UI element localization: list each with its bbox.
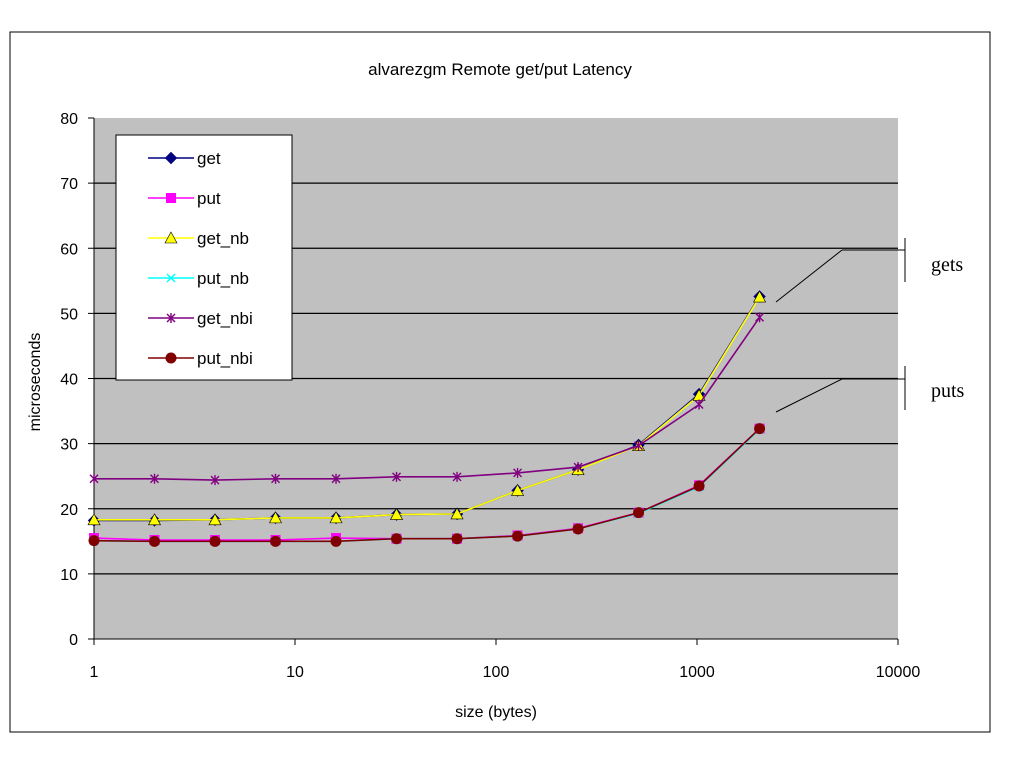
series-get_nbi bbox=[89, 312, 765, 486]
legend-marker-get_nb bbox=[164, 231, 178, 244]
gets-leader-line bbox=[775, 249, 843, 303]
point-get_nbi-2048 bbox=[755, 312, 765, 323]
legend-entry-put_nbi: put_nbi bbox=[148, 349, 253, 368]
annotation-puts: puts bbox=[775, 366, 965, 413]
point-get_nb-64 bbox=[450, 507, 464, 520]
point-get_nb-32 bbox=[390, 507, 404, 520]
x-tick-label-100: 100 bbox=[483, 664, 510, 681]
puts-label: puts bbox=[931, 380, 965, 402]
y-axis-label: microseconds bbox=[27, 333, 44, 432]
legend-box bbox=[115, 134, 293, 381]
legend-label-get: get bbox=[197, 149, 221, 168]
legend-label-put: put bbox=[197, 189, 221, 208]
point-put_nbi-1 bbox=[88, 535, 100, 547]
x-axis-label: size (bytes) bbox=[455, 704, 537, 721]
legend-marker-put_nbi bbox=[165, 352, 177, 364]
legend-label-put_nb: put_nb bbox=[197, 269, 249, 288]
x-tick-label-10000: 10000 bbox=[876, 664, 921, 681]
point-get_nb-16 bbox=[329, 511, 343, 524]
y-tick-label-20: 20 bbox=[60, 502, 78, 519]
point-get_nbi-4 bbox=[210, 475, 220, 486]
point-get_nb-8 bbox=[269, 511, 283, 524]
chart-title: alvarezgm Remote get/put Latency bbox=[368, 60, 632, 79]
point-put_nbi-2 bbox=[149, 535, 161, 547]
point-put_nbi-128 bbox=[512, 530, 524, 542]
x-tick-label-10: 10 bbox=[286, 664, 304, 681]
point-get_nbi-32 bbox=[392, 471, 402, 482]
point-get_nbi-2 bbox=[150, 473, 160, 484]
puts-leader-line bbox=[775, 378, 843, 413]
point-get_nbi-256 bbox=[573, 462, 583, 473]
legend-entry-put_nb: put_nb bbox=[148, 269, 249, 288]
series-line-get_nb bbox=[94, 296, 761, 521]
y-tick-label-0: 0 bbox=[69, 632, 78, 649]
legend-marker-put_nb bbox=[166, 273, 176, 283]
y-tick-label-50: 50 bbox=[60, 306, 78, 323]
point-put_nbi-8 bbox=[270, 535, 282, 547]
series-put_nbi bbox=[88, 423, 766, 547]
point-put_nbi-256 bbox=[572, 523, 584, 535]
point-get_nbi-64 bbox=[452, 471, 462, 482]
point-put_nbi-4 bbox=[209, 535, 221, 547]
x-tick-label-1: 1 bbox=[90, 664, 99, 681]
y-tick-label-30: 30 bbox=[60, 437, 78, 454]
point-get_nbi-1 bbox=[89, 473, 99, 484]
y-tick-label-60: 60 bbox=[60, 241, 78, 258]
legend-marker-get bbox=[164, 151, 178, 165]
y-tick-label-80: 80 bbox=[60, 111, 78, 128]
gets-label: gets bbox=[931, 254, 963, 276]
point-get_nb-1 bbox=[87, 513, 101, 526]
legend-label-get_nbi: get_nbi bbox=[197, 309, 253, 328]
legend-entry-get_nb: get_nb bbox=[148, 229, 249, 248]
point-put_nbi-2048 bbox=[754, 423, 766, 435]
series-line-get_nbi bbox=[94, 316, 761, 481]
point-get_nbi-128 bbox=[513, 467, 523, 478]
y-tick-label-10: 10 bbox=[60, 567, 78, 584]
point-put_nbi-512 bbox=[633, 507, 645, 519]
point-get_nbi-16 bbox=[331, 473, 341, 484]
legend-entry-get: get bbox=[148, 149, 221, 168]
point-put_nbi-64 bbox=[451, 533, 463, 545]
point-get_nb-2048 bbox=[753, 290, 767, 303]
legend-label-put_nbi: put_nbi bbox=[197, 349, 253, 368]
point-get_nbi-8 bbox=[271, 473, 281, 484]
legend-entry-put: put bbox=[148, 189, 221, 208]
series-line-put_nbi bbox=[93, 428, 761, 543]
point-put_nbi-1024 bbox=[693, 480, 705, 492]
legend-entry-get_nbi: get_nbi bbox=[148, 309, 253, 328]
point-get_nbi-512 bbox=[634, 440, 644, 451]
y-tick-label-40: 40 bbox=[60, 372, 78, 389]
y-tick-label-70: 70 bbox=[60, 176, 78, 193]
annotation-gets: gets bbox=[775, 238, 963, 303]
point-get_nb-2 bbox=[148, 513, 162, 526]
point-get_nb-128 bbox=[511, 483, 525, 496]
series-group bbox=[87, 290, 767, 547]
legend-label-get_nb: get_nb bbox=[197, 229, 249, 248]
point-put_nbi-16 bbox=[330, 535, 342, 547]
legend: get put get_nb put_nb get_nbi put_nbi bbox=[115, 134, 293, 381]
x-tick-label-1000: 1000 bbox=[679, 664, 715, 681]
point-get_nb-4 bbox=[208, 513, 222, 526]
legend-marker-put bbox=[166, 193, 176, 203]
legend-marker-get_nbi bbox=[166, 313, 176, 323]
axes: 0 10 20 30 40 50 60 70 80 1 10 100 1000 10000 bbox=[60, 111, 920, 681]
point-put_nbi-32 bbox=[391, 533, 403, 545]
point-get_nbi-1024 bbox=[694, 399, 704, 410]
